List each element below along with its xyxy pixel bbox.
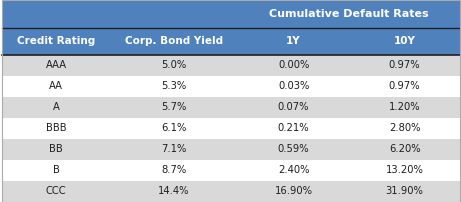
Bar <box>110 118 238 139</box>
Bar <box>349 139 460 160</box>
Bar <box>2 0 110 27</box>
Bar <box>238 118 349 139</box>
Text: 0.97%: 0.97% <box>389 60 420 70</box>
Text: AAA: AAA <box>46 60 67 70</box>
Bar <box>349 181 460 202</box>
Text: 6.20%: 6.20% <box>389 144 420 154</box>
Text: B: B <box>53 165 59 175</box>
Bar <box>238 0 460 27</box>
Bar <box>110 27 238 55</box>
Bar <box>2 160 110 181</box>
Bar <box>2 97 110 118</box>
Bar <box>349 55 460 76</box>
Text: 10Y: 10Y <box>394 36 415 46</box>
Text: 1Y: 1Y <box>286 36 301 46</box>
Text: 5.3%: 5.3% <box>161 81 187 91</box>
Bar <box>2 181 110 202</box>
Text: 8.7%: 8.7% <box>161 165 187 175</box>
Bar <box>110 97 238 118</box>
Text: 1.20%: 1.20% <box>389 102 420 112</box>
Bar <box>238 97 349 118</box>
Text: 6.1%: 6.1% <box>161 123 187 133</box>
Bar <box>349 27 460 55</box>
Bar <box>238 76 349 97</box>
Bar <box>238 160 349 181</box>
Text: 0.03%: 0.03% <box>278 81 309 91</box>
Bar <box>2 139 110 160</box>
Bar <box>2 76 110 97</box>
Text: 2.80%: 2.80% <box>389 123 420 133</box>
Text: 16.90%: 16.90% <box>275 186 313 196</box>
Text: 31.90%: 31.90% <box>386 186 424 196</box>
Bar <box>110 160 238 181</box>
Text: BBB: BBB <box>46 123 66 133</box>
Text: Cumulative Default Rates: Cumulative Default Rates <box>269 9 429 19</box>
Bar <box>110 181 238 202</box>
Bar <box>238 181 349 202</box>
Bar <box>349 118 460 139</box>
Bar <box>349 160 460 181</box>
Text: 0.07%: 0.07% <box>278 102 309 112</box>
Text: 5.7%: 5.7% <box>161 102 187 112</box>
Bar <box>238 139 349 160</box>
Bar <box>349 97 460 118</box>
Text: 2.40%: 2.40% <box>278 165 309 175</box>
Text: A: A <box>53 102 59 112</box>
Bar <box>2 118 110 139</box>
Text: 7.1%: 7.1% <box>161 144 187 154</box>
Text: 0.59%: 0.59% <box>278 144 309 154</box>
Bar <box>110 0 238 27</box>
Text: BB: BB <box>49 144 63 154</box>
Text: Credit Rating: Credit Rating <box>17 36 95 46</box>
Text: 0.97%: 0.97% <box>389 81 420 91</box>
Bar <box>110 55 238 76</box>
Bar <box>349 76 460 97</box>
Bar <box>110 76 238 97</box>
Text: 14.4%: 14.4% <box>158 186 190 196</box>
Bar <box>2 55 110 76</box>
Bar <box>110 139 238 160</box>
Bar <box>2 27 110 55</box>
Bar <box>238 27 349 55</box>
Bar <box>238 55 349 76</box>
Text: CCC: CCC <box>46 186 66 196</box>
Text: Corp. Bond Yield: Corp. Bond Yield <box>125 36 223 46</box>
Text: 0.21%: 0.21% <box>278 123 309 133</box>
Text: 0.00%: 0.00% <box>278 60 309 70</box>
Text: AA: AA <box>49 81 63 91</box>
Text: 13.20%: 13.20% <box>386 165 424 175</box>
Text: 5.0%: 5.0% <box>161 60 187 70</box>
